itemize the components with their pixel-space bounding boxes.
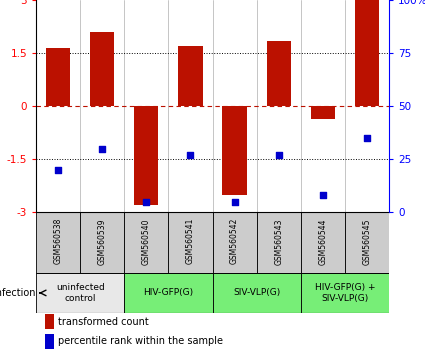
Text: infection: infection: [0, 288, 35, 298]
Text: GSM560544: GSM560544: [318, 218, 327, 264]
Text: GSM560539: GSM560539: [98, 218, 107, 264]
Text: transformed count: transformed count: [58, 316, 149, 327]
Bar: [355, 0, 379, 106]
Bar: [300, 273, 389, 313]
Bar: [178, 46, 203, 106]
Bar: [46, 48, 70, 106]
Bar: [168, 212, 212, 273]
Bar: [212, 212, 257, 273]
Bar: [90, 32, 114, 106]
Text: percentile rank within the sample: percentile rank within the sample: [58, 336, 223, 346]
Point: [231, 199, 238, 205]
Bar: [134, 106, 159, 205]
Bar: [45, 314, 54, 329]
Point: [275, 152, 282, 158]
Text: uninfected
control: uninfected control: [56, 283, 105, 303]
Bar: [266, 41, 291, 106]
Point: [363, 135, 370, 141]
Text: GSM560542: GSM560542: [230, 218, 239, 264]
Bar: [257, 212, 300, 273]
Text: SIV-VLP(G): SIV-VLP(G): [233, 289, 280, 297]
Text: HIV-GFP(G): HIV-GFP(G): [143, 289, 193, 297]
Text: HIV-GFP(G) +
SIV-VLP(G): HIV-GFP(G) + SIV-VLP(G): [314, 283, 375, 303]
Bar: [124, 273, 212, 313]
Bar: [300, 212, 345, 273]
Bar: [36, 212, 80, 273]
Point: [99, 146, 106, 152]
Text: GSM560541: GSM560541: [186, 218, 195, 264]
Point: [319, 193, 326, 198]
Bar: [45, 334, 54, 348]
Text: GSM560543: GSM560543: [274, 218, 283, 264]
Bar: [345, 212, 389, 273]
Bar: [311, 106, 335, 119]
Text: GSM560538: GSM560538: [54, 218, 62, 264]
Bar: [222, 106, 246, 195]
Bar: [212, 273, 300, 313]
Point: [143, 199, 150, 205]
Text: GSM560545: GSM560545: [363, 218, 371, 264]
Bar: [80, 212, 124, 273]
Text: GSM560540: GSM560540: [142, 218, 151, 264]
Point: [55, 167, 62, 173]
Bar: [36, 273, 124, 313]
Point: [187, 152, 194, 158]
Bar: [124, 212, 168, 273]
